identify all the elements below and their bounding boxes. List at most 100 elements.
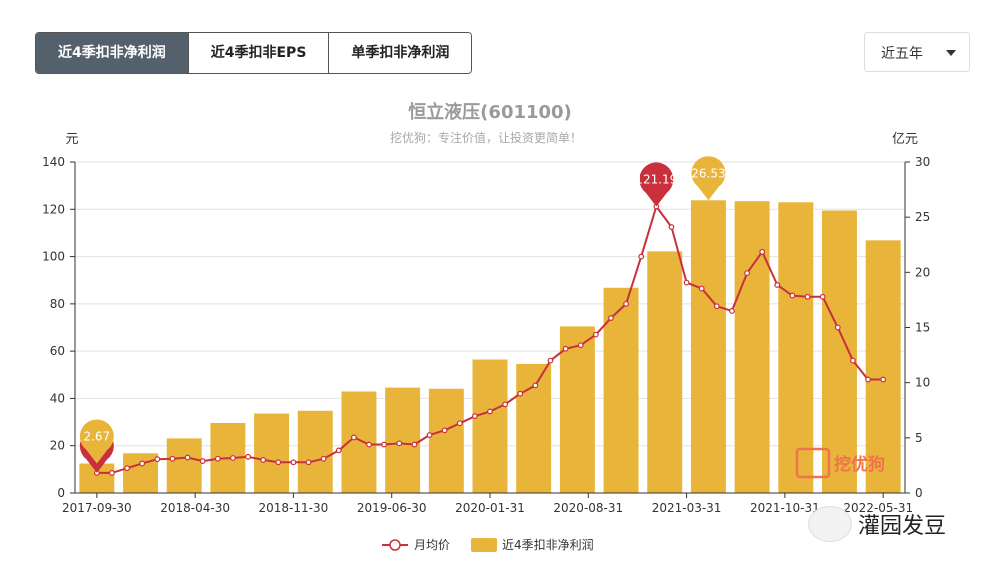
bar (123, 453, 158, 493)
watermark-text: 灌园发豆 (858, 514, 947, 539)
tab-ttm-deducted-eps[interactable]: 近4季扣非EPS (188, 33, 330, 73)
x-axis-tick-label: 2021-03-31 (652, 501, 722, 515)
left-axis-tick-label: 0 (57, 486, 65, 500)
right-axis-unit: 亿元 (892, 132, 918, 147)
x-axis-tick-label: 2020-01-31 (455, 501, 525, 515)
bar-marker-pin (691, 156, 726, 201)
legend-line-marker (389, 539, 401, 551)
period-select-value: 近五年 (881, 46, 923, 62)
price-point (608, 315, 614, 321)
price-point (305, 459, 312, 466)
price-point (592, 331, 599, 338)
price-point (638, 253, 645, 260)
bar (472, 359, 508, 493)
line-marker-label: 121.19 (635, 172, 677, 186)
left-axis-tick-label: 140 (42, 155, 65, 169)
legend-bar-label: 近4季扣非净利润 (502, 538, 594, 552)
x-axis-tick-label: 2018-11-30 (259, 501, 329, 515)
price-point (139, 460, 146, 467)
x-axis-tick-label: 2017-09-30 (62, 501, 132, 515)
bar (734, 201, 770, 493)
left-axis-tick-label: 120 (42, 202, 65, 216)
right-axis-tick-label: 25 (915, 210, 930, 224)
price-point (456, 420, 463, 427)
bar (865, 240, 901, 493)
price-point (547, 357, 554, 364)
price-point (623, 300, 629, 307)
price-point (487, 408, 493, 415)
price-point (230, 455, 236, 461)
legend-bar-swatch (471, 538, 497, 552)
left-axis-tick-label: 80 (50, 297, 65, 311)
metric-tab-group: 近4季扣非净利润 近4季扣非EPS 单季扣非净利润 (35, 32, 473, 74)
right-axis-tick-label: 30 (915, 155, 930, 169)
chart-subtitle: 挖优狗：专注价值，让投资更简单！ (390, 130, 582, 145)
price-point (154, 456, 161, 463)
price-point (819, 293, 826, 300)
price-point (729, 308, 735, 314)
price-point (865, 376, 871, 383)
price-point (668, 224, 675, 230)
price-point (774, 282, 781, 288)
bar (166, 438, 202, 493)
price-point (124, 465, 130, 472)
bar (341, 391, 377, 493)
price-point (109, 470, 115, 476)
line-marker-pin (639, 162, 674, 207)
price-point (169, 455, 176, 462)
price-point (351, 434, 357, 441)
price-point (759, 248, 766, 255)
tab-ttm-deducted-net-profit[interactable]: 近4季扣非净利润 (36, 33, 189, 73)
bar (603, 287, 639, 493)
bar (428, 388, 464, 493)
price-point (290, 459, 297, 466)
price-point (320, 455, 327, 462)
price-point (260, 457, 267, 463)
bar-marker-label: 2.67 (83, 430, 110, 444)
price-point (577, 342, 584, 349)
bar-marker-pin (79, 419, 114, 464)
bar (822, 210, 857, 493)
price-point (744, 270, 750, 277)
price-point (366, 441, 372, 448)
bar (559, 326, 595, 493)
price-point (880, 376, 887, 383)
price-point (245, 453, 251, 460)
price-point (502, 401, 509, 408)
price-point (411, 441, 418, 448)
bar-marker-label: 26.53 (691, 166, 725, 180)
x-axis-tick-label: 2019-06-30 (357, 501, 427, 515)
price-point (214, 455, 221, 462)
tab-quarterly-deducted-net-profit[interactable]: 单季扣非净利润 (329, 33, 472, 73)
price-point (184, 454, 191, 461)
price-point (517, 390, 524, 397)
wechat-icon (808, 506, 852, 542)
x-axis-tick-label: 2020-08-31 (553, 501, 623, 515)
bar (778, 202, 814, 493)
logo-icon (795, 447, 831, 479)
watermark: 灌园发豆 (808, 506, 946, 542)
price-point (275, 459, 282, 466)
x-axis-tick-label: 2018-04-30 (160, 501, 230, 515)
price-point (426, 432, 433, 438)
bar (385, 387, 421, 493)
x-axis-tick-label: 2021-10-31 (750, 501, 820, 515)
chevron-down-icon (946, 50, 956, 56)
period-select[interactable]: 近五年 (864, 32, 970, 72)
left-axis-tick-label: 20 (50, 439, 65, 453)
left-axis-tick-label: 100 (42, 250, 65, 264)
left-axis-unit: 元 (65, 132, 78, 147)
price-point (698, 285, 705, 292)
legend-line-label: 月均价 (414, 538, 450, 552)
price-point (441, 427, 448, 434)
price-point (381, 441, 388, 448)
price-point (834, 324, 841, 331)
left-axis-tick-label: 60 (50, 344, 65, 358)
right-axis-tick-label: 20 (915, 265, 930, 279)
bar (690, 200, 726, 494)
left-axis-tick-label: 40 (50, 391, 65, 405)
bar (647, 251, 683, 493)
right-axis-tick-label: 5 (915, 431, 923, 445)
price-point (396, 440, 403, 447)
